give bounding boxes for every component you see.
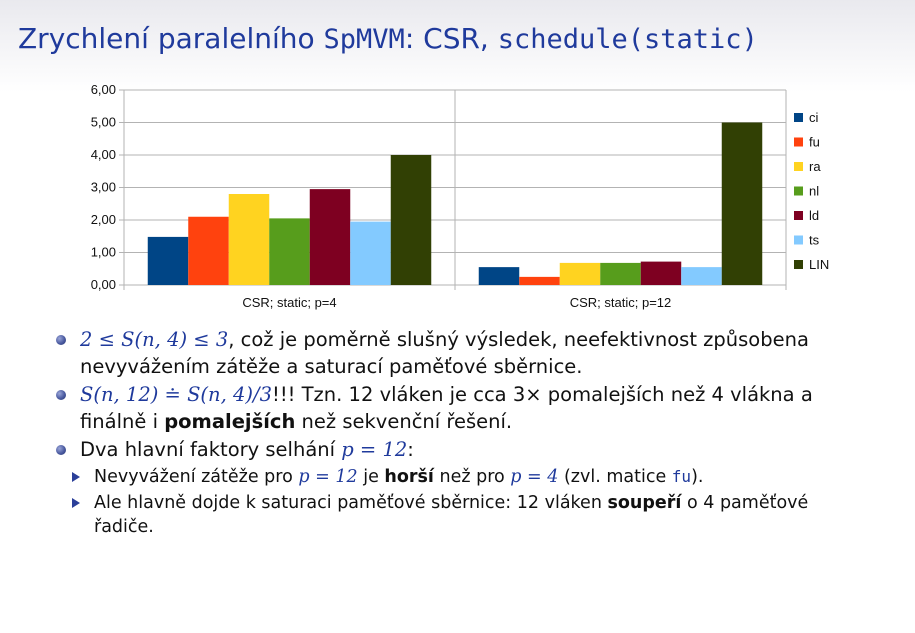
bullet-item-2: S(n, 12) ≐ S(n, 4)/3!!! Tzn. 12 vláken j…: [54, 381, 864, 435]
bullet-item-3: Dva hlavní faktory selhání p = 12:: [54, 436, 864, 463]
bullet-2-text: !!! Tzn. 12 vláken je cca 3× pomalejších…: [80, 383, 813, 433]
sub-1-code: fu: [671, 467, 692, 486]
bar-ci: [478, 267, 520, 285]
legend-swatch: [794, 211, 803, 220]
sub-1-t5: ).: [691, 467, 704, 487]
bar-lin: [721, 122, 763, 285]
triangle-bullet-icon: [72, 472, 80, 482]
legend-swatch: [794, 113, 803, 122]
x-tick-label: CSR; static; p=12: [570, 295, 672, 310]
bar-ts: [350, 221, 391, 285]
y-tick-label: 3,00: [91, 180, 116, 195]
title-code-schedule: schedule(static): [497, 24, 758, 55]
slide-title: Zrychlení paralelního SpMVM: CSR, schedu…: [18, 22, 758, 55]
sub-1-t2: je: [357, 467, 385, 487]
speedup-chart: 0,00 1,00 2,00 3,00 4,00 5,00 6,00 CSR; static;…: [72, 78, 852, 318]
sub-1-math-2: p = 4: [510, 467, 559, 487]
legend-label-nl: nl: [809, 184, 819, 199]
bullet-1-math: 2 ≤ S(n, 4) ≤ 3: [80, 328, 229, 351]
legend-label-ci: ci: [809, 110, 819, 125]
bullet-1-text: , což je poměrně slušný výsledek, neefek…: [80, 328, 809, 378]
triangle-bullet-icon: [72, 498, 80, 508]
sub-1-t3: než pro: [433, 467, 511, 487]
speedup-chart-svg: 0,00 1,00 2,00 3,00 4,00 5,00 6,00 CSR; static;…: [91, 82, 830, 310]
bullet-dot: [56, 335, 66, 345]
bar-nl: [269, 218, 310, 285]
y-tick-label: 1,00: [91, 245, 116, 260]
bar-lin: [390, 155, 432, 285]
sub-bullet-2: Ale hlavně dojde k saturaci paměťové sbě…: [54, 491, 864, 539]
bar-ld: [309, 189, 351, 285]
bullet-3-text: Dva hlavní faktory selhání: [80, 438, 342, 461]
bar-ci: [147, 236, 189, 285]
x-tick-label: CSR; static; p=4: [242, 295, 336, 310]
bar-ra: [228, 194, 270, 285]
bar-ld: [640, 261, 682, 285]
bar-fu: [188, 216, 229, 285]
legend-swatch: [794, 235, 803, 245]
sub-1-bold: horší: [384, 467, 434, 487]
y-tick-label: 4,00: [91, 147, 116, 162]
legend-label-ra: ra: [809, 159, 821, 174]
bullet-2-tail: než sekvenční řešení.: [295, 410, 513, 433]
sub-bullet-1: Nevyvážení zátěže pro p = 12 je horší ne…: [54, 465, 864, 489]
bullet-dot: [56, 390, 66, 400]
legend-swatch: [794, 162, 803, 171]
y-tick-label: 6,00: [91, 82, 116, 97]
legend-swatch: [794, 186, 803, 196]
legend-label-fu: fu: [809, 135, 820, 150]
legend-swatch: [794, 137, 803, 147]
title-text: Zrychlení paralelního: [18, 22, 324, 55]
bullet-dot: [56, 445, 66, 455]
legend-label-lin: LIN: [809, 257, 829, 272]
sub-2-t2: o 4 paměťové řadiče.: [94, 493, 809, 537]
bar-ra: [559, 262, 601, 285]
y-tick-label: 2,00: [91, 212, 116, 227]
legend-label-ts: ts: [809, 233, 820, 248]
bullet-3-math: p = 12: [341, 438, 408, 461]
title-code-spmvm: SpMVM: [323, 24, 405, 55]
sub-1-t1: Nevyvážení zátěže pro: [94, 467, 299, 487]
sub-2-bold: soupeří: [607, 493, 682, 513]
bar-fu: [519, 276, 560, 285]
y-tick-label: 5,00: [91, 115, 116, 130]
bullet-2-math: S(n, 12) ≐ S(n, 4)/3: [80, 383, 272, 406]
y-tick-label: 0,00: [91, 277, 116, 292]
bullet-2-bold: pomalejších: [164, 410, 296, 433]
bullet-item-1: 2 ≤ S(n, 4) ≤ 3, což je poměrně slušný v…: [54, 326, 864, 380]
bar-nl: [600, 262, 641, 285]
legend-swatch: [794, 260, 803, 269]
bullet-list: 2 ≤ S(n, 4) ≤ 3, což je poměrně slušný v…: [54, 326, 864, 541]
sub-1-math-1: p = 12: [298, 467, 358, 487]
sub-2-t1: Ale hlavně dojde k saturaci paměťové sbě…: [94, 493, 608, 513]
title-mid: : CSR,: [404, 22, 498, 55]
sub-1-t4: (zvl. matice: [558, 467, 672, 487]
bullet-3-tail: :: [407, 438, 414, 461]
bar-ts: [681, 267, 722, 285]
legend-label-ld: ld: [809, 208, 819, 223]
